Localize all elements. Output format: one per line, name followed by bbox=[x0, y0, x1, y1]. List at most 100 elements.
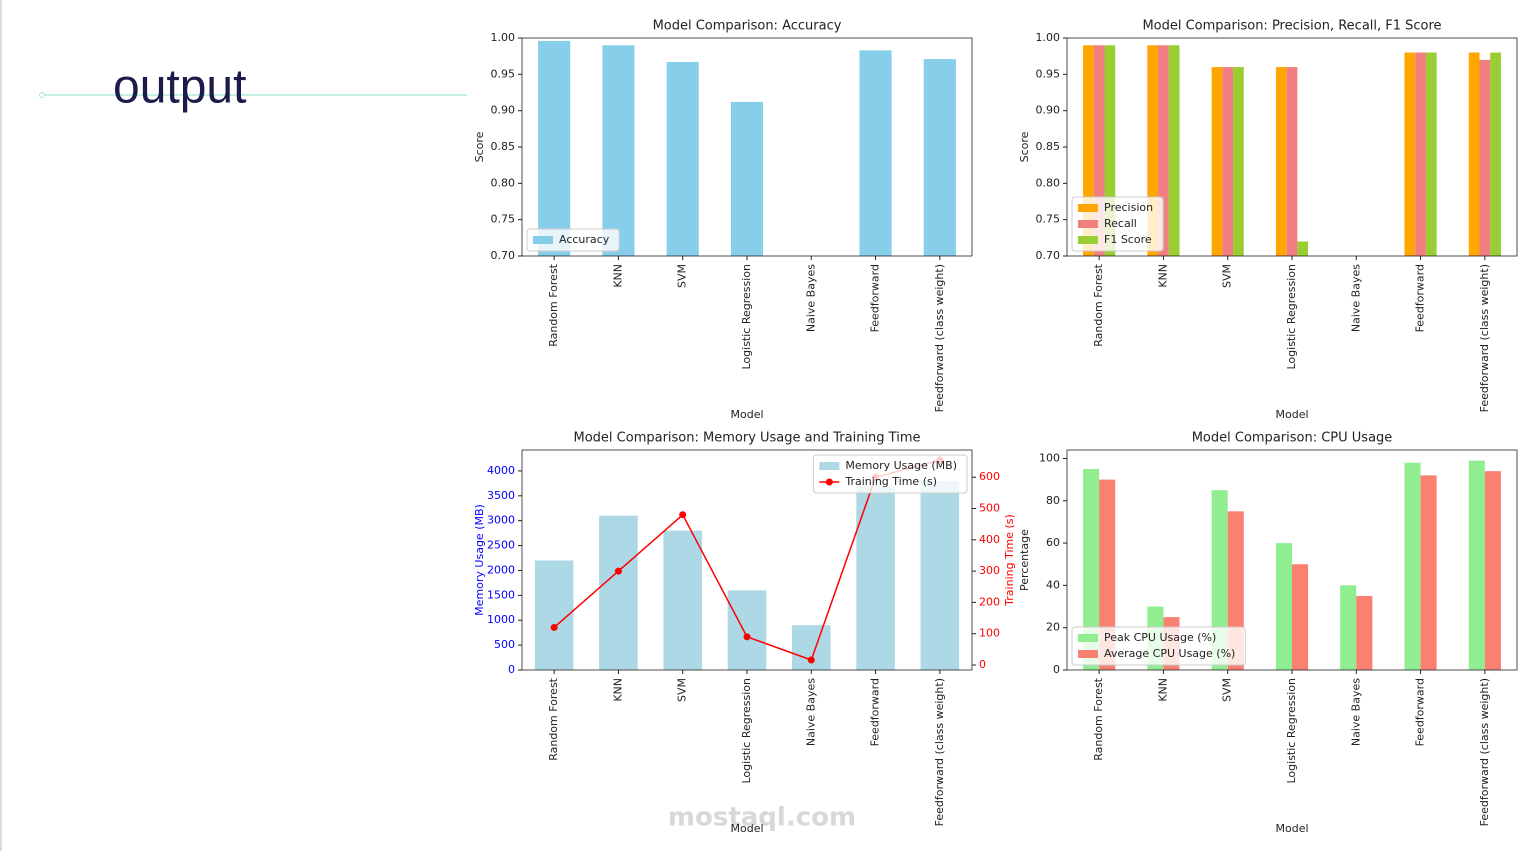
heading: output bbox=[113, 61, 246, 114]
x-tick-label: Naive Bayes bbox=[804, 678, 817, 746]
x-tick-label: Feedforward bbox=[1414, 264, 1427, 332]
y-tick-label: 0.95 bbox=[1036, 67, 1061, 80]
x-axis-label: Model bbox=[730, 408, 763, 421]
legend-label: F1 Score bbox=[1104, 233, 1152, 246]
bar bbox=[1275, 67, 1287, 256]
x-tick-label: Logistic Regression bbox=[1285, 678, 1298, 784]
bar bbox=[1093, 45, 1105, 257]
bar bbox=[859, 50, 892, 256]
heading-dot bbox=[39, 92, 45, 98]
line-marker bbox=[743, 633, 751, 641]
chart: Model Comparison: Precision, Recall, F1 … bbox=[1018, 19, 1518, 421]
plot-frame bbox=[1066, 449, 1518, 671]
x-tick-label: Feedforward (class weight) bbox=[1478, 264, 1491, 412]
bar bbox=[1340, 585, 1357, 670]
y-tick-label: 0.70 bbox=[1036, 249, 1061, 262]
x-tick-label: SVM bbox=[1221, 264, 1234, 288]
legend-box bbox=[1071, 626, 1246, 666]
y-tick-label: 0.90 bbox=[1036, 104, 1061, 117]
y-tick-label: 0.75 bbox=[1036, 213, 1061, 226]
legend-label: Average CPU Usage (%) bbox=[1104, 647, 1235, 660]
x-tick-label: Feedforward (class weight) bbox=[1478, 678, 1491, 826]
bar bbox=[1104, 45, 1116, 257]
plot-frame bbox=[1066, 37, 1518, 257]
bar bbox=[1356, 595, 1373, 670]
bar bbox=[1479, 59, 1491, 256]
y2-tick-label: 0 bbox=[979, 658, 986, 671]
bar bbox=[1420, 475, 1437, 670]
watermark: mostaql.com bbox=[668, 803, 856, 833]
y-tick-label: 100 bbox=[1039, 451, 1060, 464]
bar bbox=[1222, 67, 1234, 256]
y-tick-label: 3500 bbox=[487, 489, 515, 502]
chart-title: Model Comparison: Memory Usage and Train… bbox=[574, 431, 921, 446]
legend-label: Accuracy bbox=[559, 233, 610, 246]
bar bbox=[602, 45, 635, 257]
bar bbox=[1275, 543, 1292, 670]
bar bbox=[1158, 45, 1169, 257]
legend: Accuracy bbox=[526, 228, 620, 252]
y2-tick-label: 600 bbox=[979, 470, 1000, 483]
x-tick-label: KNN bbox=[1156, 678, 1169, 702]
legend-label: Training Time (s) bbox=[844, 475, 937, 488]
bar bbox=[1425, 52, 1437, 257]
x-axis-label: Model bbox=[1275, 822, 1308, 835]
legend-swatch bbox=[533, 236, 553, 244]
line-marker bbox=[679, 511, 687, 519]
y-tick-label: 0.70 bbox=[491, 249, 516, 262]
bar bbox=[1083, 45, 1094, 257]
x-tick-label: KNN bbox=[611, 264, 624, 288]
x-tick-label: Random Forest bbox=[1092, 677, 1105, 760]
x-tick-label: Naive Bayes bbox=[1349, 264, 1362, 332]
x-tick-label: Feedforward bbox=[869, 678, 882, 746]
y-tick-label: 3000 bbox=[487, 514, 515, 527]
chart: Model Comparison: Memory Usage and Train… bbox=[473, 431, 1016, 836]
bar bbox=[1147, 45, 1159, 257]
y-tick-label: 1.00 bbox=[1036, 31, 1061, 44]
y-tick-label: 0.85 bbox=[491, 140, 516, 153]
bar bbox=[1297, 241, 1309, 256]
bar bbox=[920, 480, 960, 670]
y2-axis-label: Training Time (s) bbox=[1003, 514, 1016, 607]
y-tick-label: 4000 bbox=[487, 464, 515, 477]
y-tick-label: 1500 bbox=[487, 588, 515, 601]
bar bbox=[1404, 52, 1416, 257]
x-tick-label: Random Forest bbox=[1092, 263, 1105, 346]
y-axis-label: Score bbox=[473, 131, 486, 162]
y-tick-label: 2000 bbox=[487, 563, 515, 576]
x-tick-label: Feedforward bbox=[869, 264, 882, 332]
legend-swatch bbox=[819, 462, 840, 470]
x-tick-label: Naive Bayes bbox=[1349, 678, 1362, 746]
y2-tick-label: 300 bbox=[979, 564, 1000, 577]
bar bbox=[856, 485, 895, 670]
legend-box bbox=[812, 454, 968, 494]
y-tick-label: 0.95 bbox=[491, 67, 516, 80]
legend: Precision Recall F1 Score bbox=[1071, 196, 1164, 252]
bar bbox=[923, 59, 956, 256]
legend-swatch bbox=[1078, 634, 1098, 642]
bar bbox=[1404, 462, 1421, 670]
y-tick-label: 2500 bbox=[487, 539, 515, 552]
y-tick-label: 0 bbox=[508, 663, 515, 676]
bar bbox=[730, 101, 764, 257]
line-marker bbox=[807, 656, 815, 664]
legend: Memory Usage (MB) Training Time (s) bbox=[812, 454, 968, 494]
x-tick-label: SVM bbox=[676, 678, 689, 702]
bar bbox=[1415, 52, 1426, 257]
bar bbox=[727, 590, 767, 670]
legend-box bbox=[526, 228, 620, 252]
legend-label: Recall bbox=[1104, 217, 1137, 230]
y-tick-label: 500 bbox=[494, 638, 515, 651]
bar bbox=[1233, 67, 1244, 256]
y-axis-label: Score bbox=[1018, 131, 1031, 162]
legend-label: Precision bbox=[1104, 201, 1153, 214]
bar bbox=[663, 530, 702, 670]
legend-swatch bbox=[825, 478, 833, 486]
x-tick-label: Logistic Regression bbox=[740, 678, 753, 784]
y-axis-label: Percentage bbox=[1018, 529, 1031, 591]
x-tick-label: Feedforward (class weight) bbox=[933, 678, 946, 826]
x-tick-label: Feedforward bbox=[1414, 678, 1427, 746]
y2-tick-label: 100 bbox=[979, 627, 1000, 640]
x-tick-label: KNN bbox=[611, 678, 624, 702]
